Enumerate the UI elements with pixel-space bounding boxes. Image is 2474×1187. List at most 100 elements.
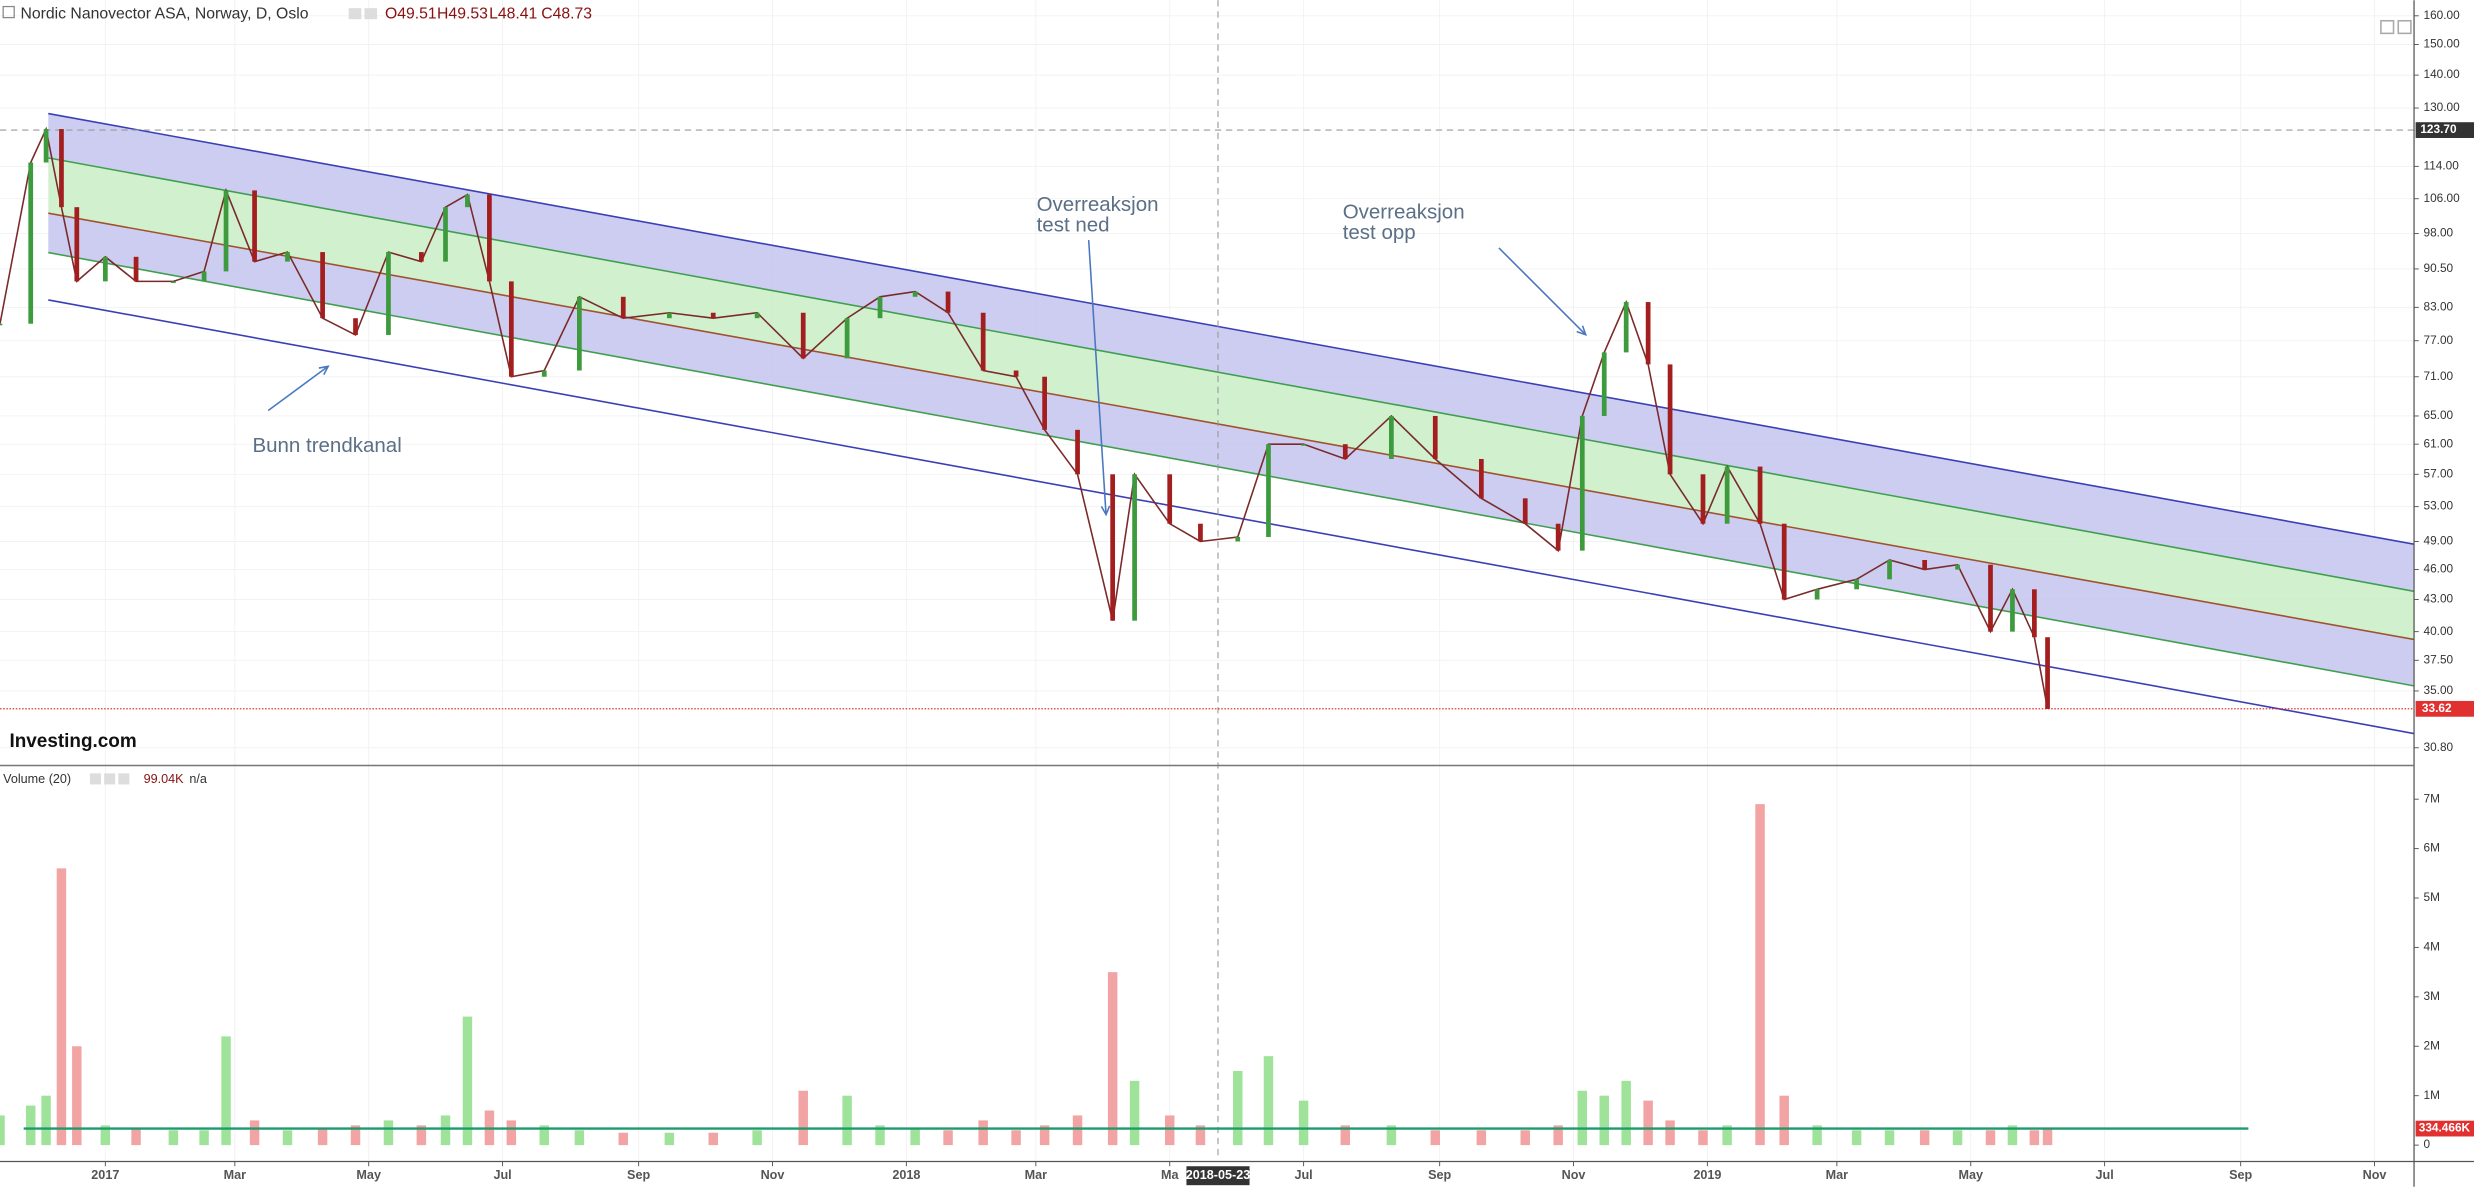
window-button[interactable] bbox=[2397, 19, 2412, 35]
price-candle bbox=[844, 318, 850, 359]
channel-line bbox=[48, 157, 2415, 593]
y-tick-label: 7M bbox=[2424, 791, 2440, 805]
volume-bar bbox=[1577, 1090, 1588, 1146]
price-candle bbox=[1389, 415, 1394, 459]
annotation: Bunn trendkanal bbox=[252, 434, 401, 457]
y-tick-label: 71.00 bbox=[2424, 369, 2454, 383]
volume-bar bbox=[131, 1127, 141, 1146]
volume-bar bbox=[1072, 1115, 1083, 1146]
annotation: Overreaksjon bbox=[1343, 201, 1465, 224]
volume-value: n/a bbox=[189, 772, 208, 786]
price-candle bbox=[1266, 444, 1271, 537]
x-tick-label: May bbox=[1958, 1168, 1983, 1182]
icon[interactable] bbox=[364, 8, 378, 20]
price-candle bbox=[1955, 564, 1960, 570]
volume-bar bbox=[910, 1127, 920, 1146]
annotation: Overreaksjon bbox=[1037, 193, 1159, 216]
y-tick-label: 61.00 bbox=[2424, 436, 2454, 450]
icon[interactable] bbox=[118, 773, 130, 785]
annotation: test ned bbox=[1037, 213, 1110, 236]
icon[interactable] bbox=[89, 773, 101, 785]
volume-bar bbox=[2042, 1127, 2053, 1146]
icon[interactable] bbox=[348, 8, 362, 20]
volume-bar bbox=[1129, 1080, 1140, 1146]
price-candle bbox=[1601, 352, 1607, 416]
volume-bar bbox=[1164, 1115, 1175, 1146]
icon[interactable] bbox=[104, 773, 116, 785]
price-candle bbox=[508, 281, 514, 377]
price-candle bbox=[1757, 466, 1763, 524]
volume-bar bbox=[1851, 1130, 1862, 1146]
y-tick-label: 2M bbox=[2424, 1038, 2440, 1052]
y-tick-label: 43.00 bbox=[2424, 592, 2454, 606]
y-tick-label: 98.00 bbox=[2424, 226, 2454, 240]
price-candle bbox=[980, 312, 986, 371]
volume-bar bbox=[875, 1125, 885, 1146]
volume-bar bbox=[1884, 1130, 1895, 1146]
annotation-arrow bbox=[1498, 247, 1587, 336]
price-candle bbox=[577, 296, 582, 371]
price-candle bbox=[487, 194, 492, 282]
volume-bar bbox=[1812, 1125, 1822, 1146]
price-candle bbox=[353, 318, 358, 335]
price-candle bbox=[620, 296, 626, 319]
volume-bar bbox=[350, 1125, 361, 1146]
y-tick-label: 150.00 bbox=[2424, 37, 2461, 51]
y-tick-label: 49.00 bbox=[2424, 534, 2454, 548]
price-candle bbox=[1432, 415, 1438, 459]
price-candle bbox=[0, 323, 3, 326]
y-tick-label: 77.00 bbox=[2424, 333, 2454, 347]
price-line bbox=[0, 126, 2049, 709]
crosshair-y-label: 123.70 bbox=[2420, 122, 2457, 136]
y-tick-label: 140.00 bbox=[2424, 67, 2461, 81]
channel-band bbox=[48, 213, 2415, 686]
x-tick-label: Mar bbox=[224, 1168, 247, 1182]
x-tick-label: Jul bbox=[1294, 1168, 1312, 1182]
price-candle bbox=[28, 162, 34, 324]
y-tick-label: 0 bbox=[2424, 1137, 2431, 1151]
arrow-head bbox=[318, 365, 330, 376]
x-tick-label: May bbox=[356, 1168, 381, 1182]
volume-bar bbox=[383, 1120, 394, 1146]
x-tick-label: Nov bbox=[1562, 1168, 1586, 1182]
ohlc-value: O49.51 bbox=[385, 6, 437, 23]
ohlc-value: L48.41 bbox=[489, 6, 537, 23]
window-button[interactable] bbox=[2380, 19, 2395, 35]
volume-bar bbox=[72, 1046, 82, 1146]
y-tick-label: 65.00 bbox=[2424, 408, 2454, 422]
price-candle bbox=[877, 296, 883, 319]
price-candle bbox=[285, 252, 290, 262]
price-candle bbox=[43, 129, 49, 163]
channel-band bbox=[48, 157, 2415, 640]
volume-bar bbox=[317, 1127, 328, 1146]
volume-bar bbox=[752, 1130, 762, 1146]
price-candle bbox=[1167, 474, 1173, 524]
volume-bar bbox=[0, 1115, 5, 1146]
price-candle bbox=[1988, 564, 1993, 632]
price-candle bbox=[59, 129, 64, 208]
volume-bar bbox=[1665, 1120, 1675, 1146]
header: Nordic Nanovector ASA, Norway, D, Oslo V… bbox=[2, 5, 592, 786]
y-tick-label: 35.00 bbox=[2424, 683, 2454, 697]
symbol-title: Nordic Nanovector ASA, Norway, D, Oslo bbox=[21, 6, 309, 23]
x-tick-label: 2018 bbox=[892, 1168, 920, 1182]
volume-bar bbox=[978, 1120, 988, 1146]
price-candle bbox=[1645, 302, 1651, 365]
y-tick-label: 114.00 bbox=[2424, 159, 2460, 173]
x-tick-label: Ma bbox=[1161, 1168, 1180, 1182]
volume-bar bbox=[462, 1016, 473, 1146]
price-candle bbox=[1342, 444, 1348, 459]
volume-bar bbox=[506, 1120, 517, 1146]
price-candle bbox=[252, 190, 257, 262]
price-candle bbox=[1301, 444, 1306, 446]
y-tick-label: 6M bbox=[2424, 841, 2440, 855]
price-candle bbox=[1042, 376, 1047, 430]
volume-panel bbox=[0, 804, 2249, 1146]
volume-bar bbox=[199, 1130, 209, 1146]
ohlc-value: H49.53 bbox=[437, 6, 488, 23]
crosshair-x-label: 2018-05-23 bbox=[1186, 1168, 1251, 1182]
volume-bar bbox=[1386, 1125, 1397, 1146]
collapse-icon[interactable] bbox=[2, 5, 15, 19]
price-candle bbox=[102, 256, 108, 282]
